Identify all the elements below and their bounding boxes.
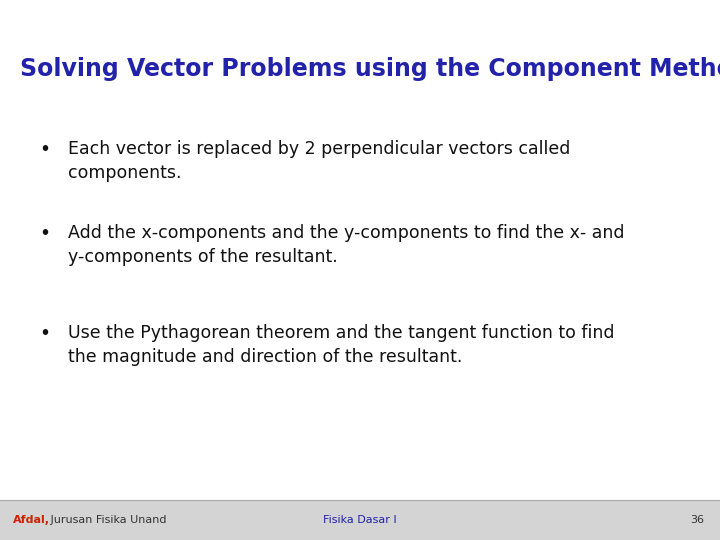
Text: Each vector is replaced by 2 perpendicular vectors called
components.: Each vector is replaced by 2 perpendicul…	[68, 140, 571, 182]
Text: Afdal,: Afdal,	[13, 515, 50, 525]
Text: Jurusan Fisika Unand: Jurusan Fisika Unand	[47, 515, 166, 525]
Text: 36: 36	[690, 515, 704, 525]
Text: Add the x-components and the y-components to find the x- and
y-components of the: Add the x-components and the y-component…	[68, 224, 625, 266]
Text: •: •	[40, 224, 50, 243]
Text: •: •	[40, 140, 50, 159]
Text: Use the Pythagorean theorem and the tangent function to find
the magnitude and d: Use the Pythagorean theorem and the tang…	[68, 324, 615, 366]
Text: Solving Vector Problems using the Component Method: Solving Vector Problems using the Compon…	[20, 57, 720, 80]
Text: Fisika Dasar I: Fisika Dasar I	[323, 515, 397, 525]
Bar	[0, 500, 720, 540]
Text: •: •	[40, 324, 50, 343]
